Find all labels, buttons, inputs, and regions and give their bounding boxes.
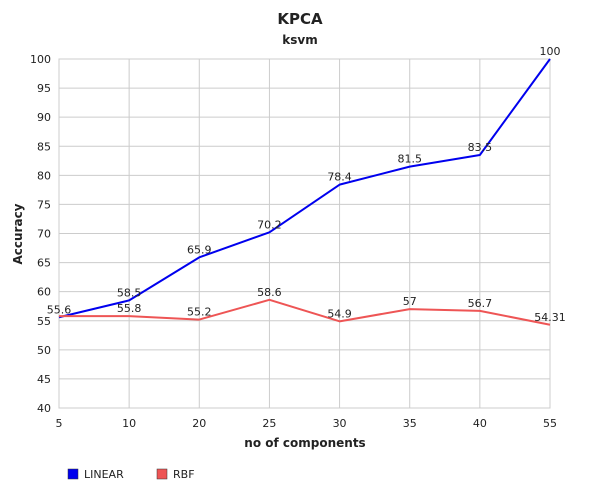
chart-subtitle: ksvm xyxy=(282,33,317,47)
legend-label: RBF xyxy=(173,468,195,481)
legend-swatch xyxy=(67,468,79,480)
data-label: 57 xyxy=(403,295,417,308)
x-tick-label: 40 xyxy=(473,417,487,430)
data-label: 58.5 xyxy=(117,286,142,299)
data-label: 83.5 xyxy=(468,141,493,154)
legend-label: LINEAR xyxy=(84,468,124,481)
y-tick-label: 95 xyxy=(37,82,51,95)
y-tick-label: 80 xyxy=(37,169,51,182)
x-tick-label: 20 xyxy=(192,417,206,430)
data-label: 56.7 xyxy=(468,297,493,310)
series-line-linear xyxy=(58,58,551,319)
legend[interactable]: LINEAR RBF xyxy=(67,468,195,481)
data-label: 55.8 xyxy=(117,302,142,315)
y-axis-ticks: 40 45 50 55 60 65 70 75 80 85 90 95 100 xyxy=(30,53,51,415)
data-label: 54.9 xyxy=(327,307,352,320)
legend-item-linear[interactable]: LINEAR xyxy=(67,468,124,481)
x-tick-label: 35 xyxy=(403,417,417,430)
x-tick-label: 30 xyxy=(333,417,347,430)
x-axis-ticks: 5 10 20 25 30 35 40 55 xyxy=(56,417,558,430)
data-label: 81.5 xyxy=(397,153,422,166)
series-line-rbf xyxy=(59,298,551,326)
x-tick-label: 5 xyxy=(56,417,63,430)
data-label: 78.4 xyxy=(327,171,352,184)
y-tick-label: 50 xyxy=(37,344,51,357)
y-tick-label: 85 xyxy=(37,140,51,153)
data-label: 65.9 xyxy=(187,243,212,256)
x-axis-label: no of components xyxy=(244,436,365,450)
y-tick-label: 55 xyxy=(37,315,51,328)
grid xyxy=(58,58,551,409)
data-label: 100 xyxy=(540,45,561,58)
y-tick-label: 65 xyxy=(37,257,51,270)
data-label: 58.6 xyxy=(257,286,282,299)
series-lines xyxy=(58,58,551,326)
data-labels: 55.6 58.5 65.9 70.2 78.4 81.5 83.5 100 55.8 55.2 5… xyxy=(47,45,566,324)
data-label: 55.2 xyxy=(187,306,212,319)
legend-swatch xyxy=(156,468,168,480)
y-tick-label: 100 xyxy=(30,53,51,66)
x-tick-label: 10 xyxy=(122,417,136,430)
y-tick-label: 60 xyxy=(37,286,51,299)
legend-item-rbf[interactable]: RBF xyxy=(156,468,195,481)
data-label: 54.31 xyxy=(534,311,566,324)
chart-title: KPCA xyxy=(277,10,323,28)
y-tick-label: 45 xyxy=(37,373,51,386)
plot-frame xyxy=(58,58,551,409)
y-axis-label: Accuracy xyxy=(11,203,25,264)
y-tick-label: 75 xyxy=(37,198,51,211)
y-tick-label: 40 xyxy=(37,402,51,415)
x-tick-label: 55 xyxy=(543,417,557,430)
y-tick-label: 70 xyxy=(37,228,51,241)
data-label: 55.6 xyxy=(47,303,72,316)
data-label: 70.2 xyxy=(257,218,282,231)
y-tick-label: 90 xyxy=(37,111,51,124)
x-tick-label: 25 xyxy=(262,417,276,430)
